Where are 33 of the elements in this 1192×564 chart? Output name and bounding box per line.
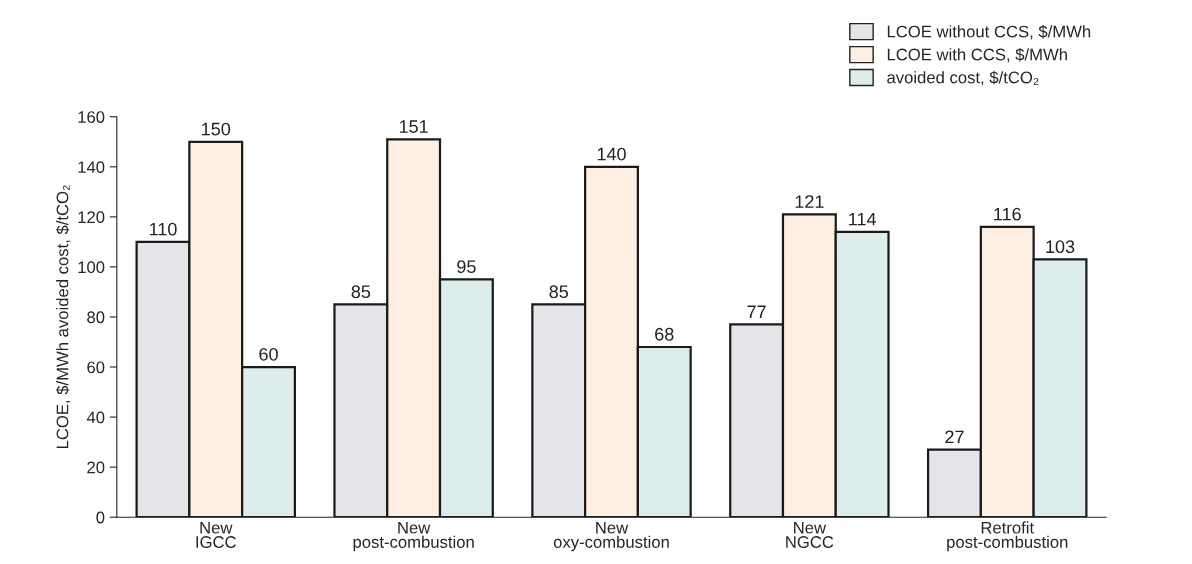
y-tick-label: 0 bbox=[96, 511, 105, 524]
data-label: 150 bbox=[202, 122, 231, 136]
data-label: 60 bbox=[259, 347, 278, 361]
x-tick-label: New post-combustion bbox=[353, 521, 474, 552]
data-label: 95 bbox=[457, 260, 476, 274]
x-tick-label: Retrofit post-combustion bbox=[947, 521, 1068, 552]
data-label: 114 bbox=[849, 212, 876, 226]
data-label: 85 bbox=[351, 285, 371, 299]
data-label: 151 bbox=[399, 120, 428, 133]
y-tick-label: 120 bbox=[78, 211, 105, 224]
data-label: 116 bbox=[994, 207, 1021, 221]
legend-label: LCOE without CCS, $/MWh bbox=[887, 24, 1091, 40]
y-tick-label: 140 bbox=[78, 161, 105, 174]
y-tick-label: 160 bbox=[78, 111, 105, 123]
data-label: 68 bbox=[655, 327, 674, 341]
legend-label: LCOE with CCS, $/MWh bbox=[887, 47, 1067, 63]
y-tick-label: 60 bbox=[87, 361, 105, 374]
y-tick-label: 40 bbox=[86, 411, 105, 424]
data-label: 27 bbox=[945, 430, 964, 444]
data-label: 140 bbox=[597, 147, 626, 161]
x-tick-label: New oxy-combustion bbox=[553, 521, 669, 552]
y-tick-label: 20 bbox=[87, 461, 105, 474]
data-label: 77 bbox=[747, 305, 766, 318]
y-axis-title: LCOE, $/MWh avoided cost, $/tCO₂ bbox=[55, 185, 71, 449]
x-tick-label: New NGCC bbox=[786, 521, 834, 548]
legend-label: avoided cost, $/tCO₂ bbox=[887, 70, 1039, 86]
data-label: 110 bbox=[149, 222, 177, 236]
y-tick-label: 100 bbox=[78, 261, 105, 274]
y-tick-label: 80 bbox=[87, 311, 105, 324]
x-tick-label: New IGCC bbox=[196, 521, 236, 548]
data-label: 103 bbox=[1046, 240, 1075, 254]
data-label: 85 bbox=[549, 285, 569, 299]
data-label: 121 bbox=[795, 195, 824, 208]
